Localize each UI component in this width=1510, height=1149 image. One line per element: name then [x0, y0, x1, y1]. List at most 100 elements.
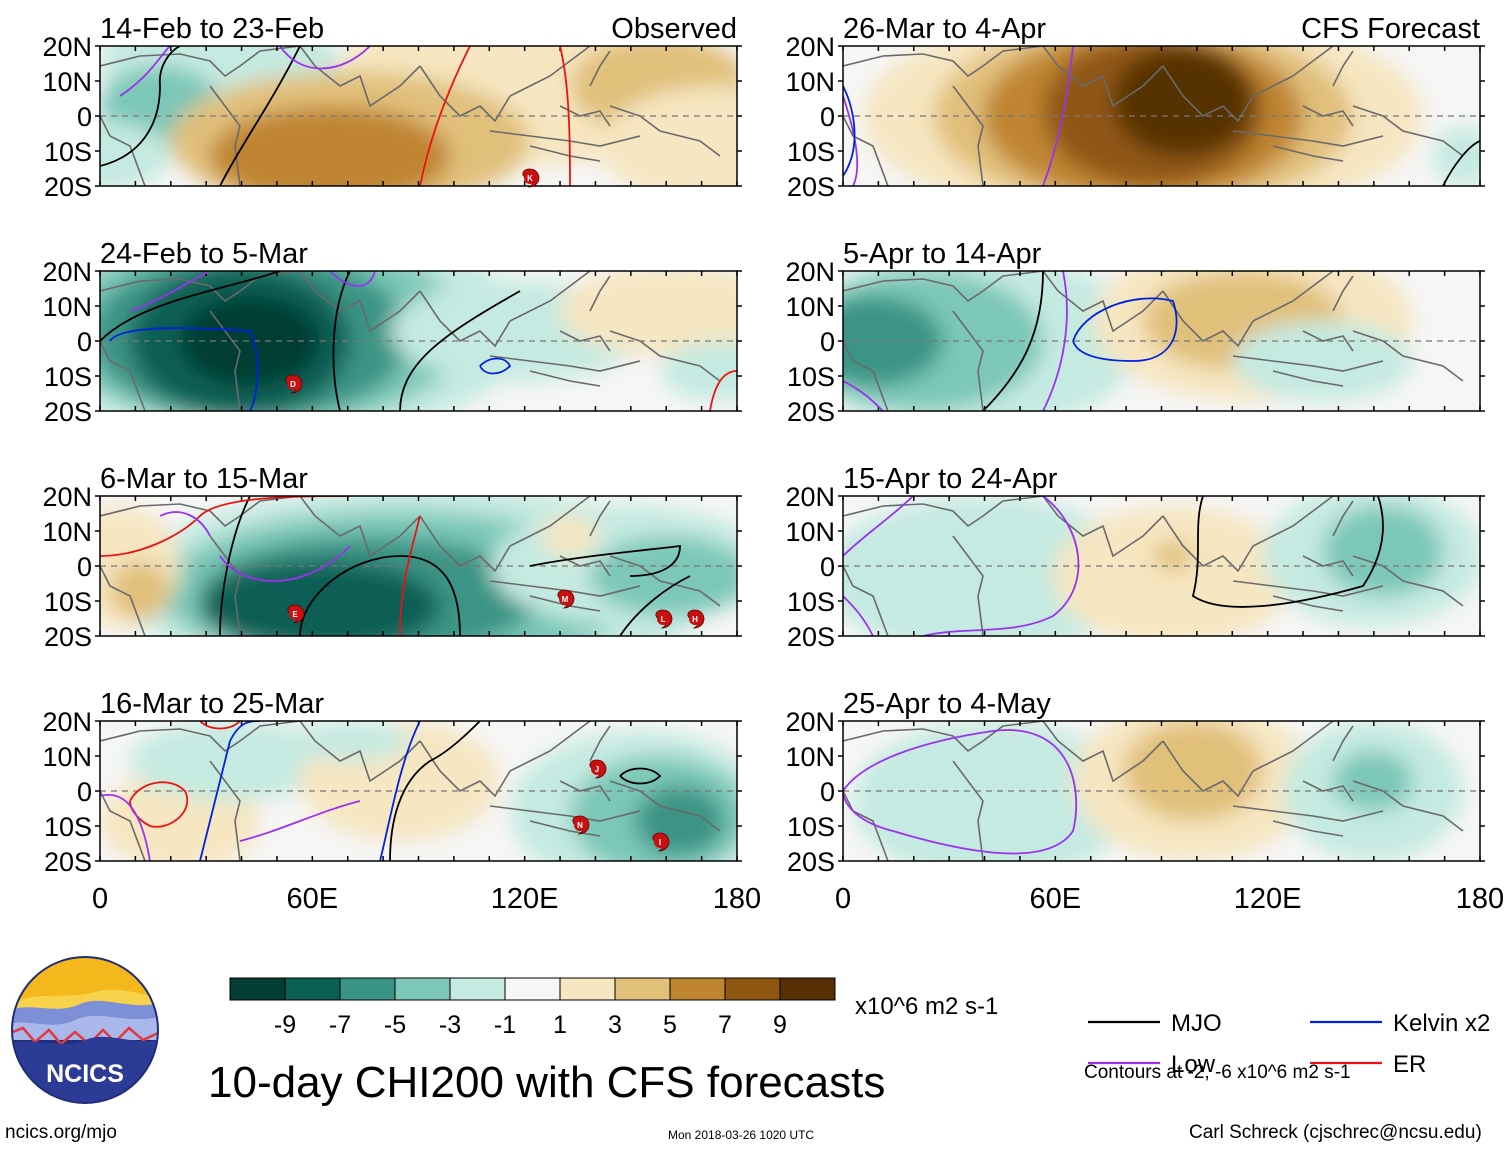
anomaly-field	[100, 721, 737, 861]
panel-period: 16-Mar to 25-Mar	[100, 688, 324, 720]
storm-letter: E	[292, 610, 298, 619]
lat-tick-label: 0	[77, 327, 92, 357]
storm-letter: D	[290, 380, 296, 389]
legend-item-mjo: MJO	[1088, 1010, 1222, 1037]
storm-marker: J	[589, 759, 607, 779]
panel-7: 20N 10N 0 10S 20S 15-Apr to 24-Apr	[785, 463, 1485, 652]
observed-label: Observed	[611, 13, 737, 45]
legend-label: Kelvin x2	[1393, 1010, 1490, 1037]
colorbar: -9 -7 -5 -3 -1 1 3 5 7 9	[229, 977, 836, 1039]
lat-tick-label: 20S	[44, 622, 92, 652]
lat-tick-label: 20S	[787, 622, 835, 652]
lon-tick-label: 180	[1456, 883, 1504, 915]
lat-tick-label: 10N	[785, 67, 835, 97]
panel-1: 20N 10N 0 10S 20S 14-Feb to 23-Feb Observed K	[42, 13, 742, 202]
colorbar-label: 1	[553, 1011, 567, 1039]
storm-marker: M	[557, 589, 575, 609]
panel-period: 15-Apr to 24-Apr	[843, 463, 1058, 495]
colorbar-swatch	[669, 977, 726, 1001]
lat-tick-label: 10N	[42, 67, 92, 97]
legend-item-kelvin-x2: Kelvin x2	[1310, 1010, 1490, 1037]
timestamp: Mon 2018-03-26 1020 UTC	[668, 1128, 815, 1142]
colorbar-swatch	[284, 977, 341, 1001]
panel-frame	[842, 45, 1481, 187]
colorbar-label: 7	[718, 1011, 732, 1039]
panel-8: 20N 10N 0 10S 20S 25-Apr to 4-May 0 60E 120E 180	[785, 688, 1504, 915]
lat-tick-label: 10S	[44, 587, 92, 617]
legend-item-low: Low	[1088, 1051, 1216, 1078]
lon-tick-label: 120E	[491, 883, 559, 915]
panel-period: 25-Apr to 4-May	[843, 688, 1051, 720]
lat-tick-label: 20N	[42, 707, 92, 737]
legend-label: MJO	[1171, 1010, 1222, 1037]
storm-marker: L	[655, 609, 673, 629]
lat-tick-label: 10N	[42, 292, 92, 322]
colorbar-label: -9	[274, 1011, 296, 1039]
colorbar-label: 5	[663, 1011, 677, 1039]
panel-frame	[842, 495, 1481, 637]
figure-title: 10-day CHI200 with CFS forecasts	[208, 1058, 886, 1107]
colorbar-swatch	[229, 977, 286, 1001]
lat-tick-label: 20S	[787, 397, 835, 427]
legend-label: ER	[1393, 1051, 1426, 1078]
panel-period: 24-Feb to 5-Mar	[100, 238, 308, 270]
storm-marker: H	[687, 609, 705, 629]
lat-tick-label: 10N	[785, 742, 835, 772]
lat-tick-label: 20N	[785, 707, 835, 737]
lat-tick-label: 10S	[44, 362, 92, 392]
storm-letter: J	[595, 765, 599, 774]
legend-item-er: ER	[1310, 1051, 1426, 1078]
contours-note: Contours at -2, -6 x10^6 m2 s-1	[1084, 1062, 1351, 1083]
lat-tick-label: 0	[820, 102, 835, 132]
coastlines	[100, 496, 721, 636]
lat-tick-label: 10N	[785, 517, 835, 547]
panel-frame	[842, 270, 1481, 412]
lon-tick-label: 0	[92, 883, 108, 915]
lon-tick-label: 60E	[287, 883, 339, 915]
lat-tick-label: 20S	[44, 847, 92, 877]
storm-marker: N	[572, 815, 590, 835]
contour-overlays	[843, 271, 1178, 411]
panel-frame	[99, 270, 738, 412]
contour-overlays	[100, 721, 662, 861]
contour-overlays	[100, 46, 571, 186]
panel-6: 20N 10N 0 10S 20S 5-Apr to 14-Apr	[785, 238, 1485, 427]
lon-tick-label: 120E	[1234, 883, 1302, 915]
storm-letter: I	[659, 838, 661, 847]
storm-marker: E	[287, 604, 305, 624]
lat-tick-label: 10N	[42, 742, 92, 772]
panel-2: 20N 10N 0 10S 20S 24-Feb to 5-Mar D	[42, 238, 742, 427]
coastlines	[100, 721, 721, 861]
lat-tick-label: 0	[820, 777, 835, 807]
colorbar-label: -7	[329, 1011, 351, 1039]
author-credit: Carl Schreck (cjschrec@ncsu.edu)	[1189, 1122, 1482, 1143]
lat-tick-label: 10N	[785, 292, 835, 322]
colorbar-swatch	[504, 977, 561, 1001]
lat-tick-label: 20N	[785, 257, 835, 287]
panel-frame	[99, 720, 738, 862]
logo-text: NCICS	[46, 1060, 124, 1088]
colorbar-label: 9	[773, 1011, 787, 1039]
coastlines	[843, 46, 1464, 186]
storm-marker: I	[652, 832, 670, 852]
colorbar-label: -3	[439, 1011, 461, 1039]
panel-4: 20N 10N 0 10S 20S 16-Mar to 25-Mar J N I 0 60E 120E…	[42, 688, 761, 915]
panel-period: 26-Mar to 4-Apr	[843, 13, 1046, 45]
lat-tick-label: 20S	[44, 172, 92, 202]
storm-letter: H	[692, 615, 698, 624]
lat-tick-label: 10N	[42, 517, 92, 547]
panel-period: 14-Feb to 23-Feb	[100, 13, 324, 45]
lon-tick-label: 0	[835, 883, 851, 915]
contour-overlays	[843, 46, 1480, 186]
lat-tick-label: 10S	[787, 587, 835, 617]
website-link[interactable]: ncics.org/mjo	[5, 1122, 117, 1143]
lat-tick-label: 10S	[44, 812, 92, 842]
lat-tick-label: 0	[77, 777, 92, 807]
lat-tick-label: 20N	[42, 257, 92, 287]
anomaly-field	[100, 46, 737, 186]
lat-tick-label: 20N	[42, 482, 92, 512]
coastlines	[843, 496, 1464, 636]
colorbar-label: -1	[494, 1011, 516, 1039]
lon-tick-label: 180	[713, 883, 761, 915]
